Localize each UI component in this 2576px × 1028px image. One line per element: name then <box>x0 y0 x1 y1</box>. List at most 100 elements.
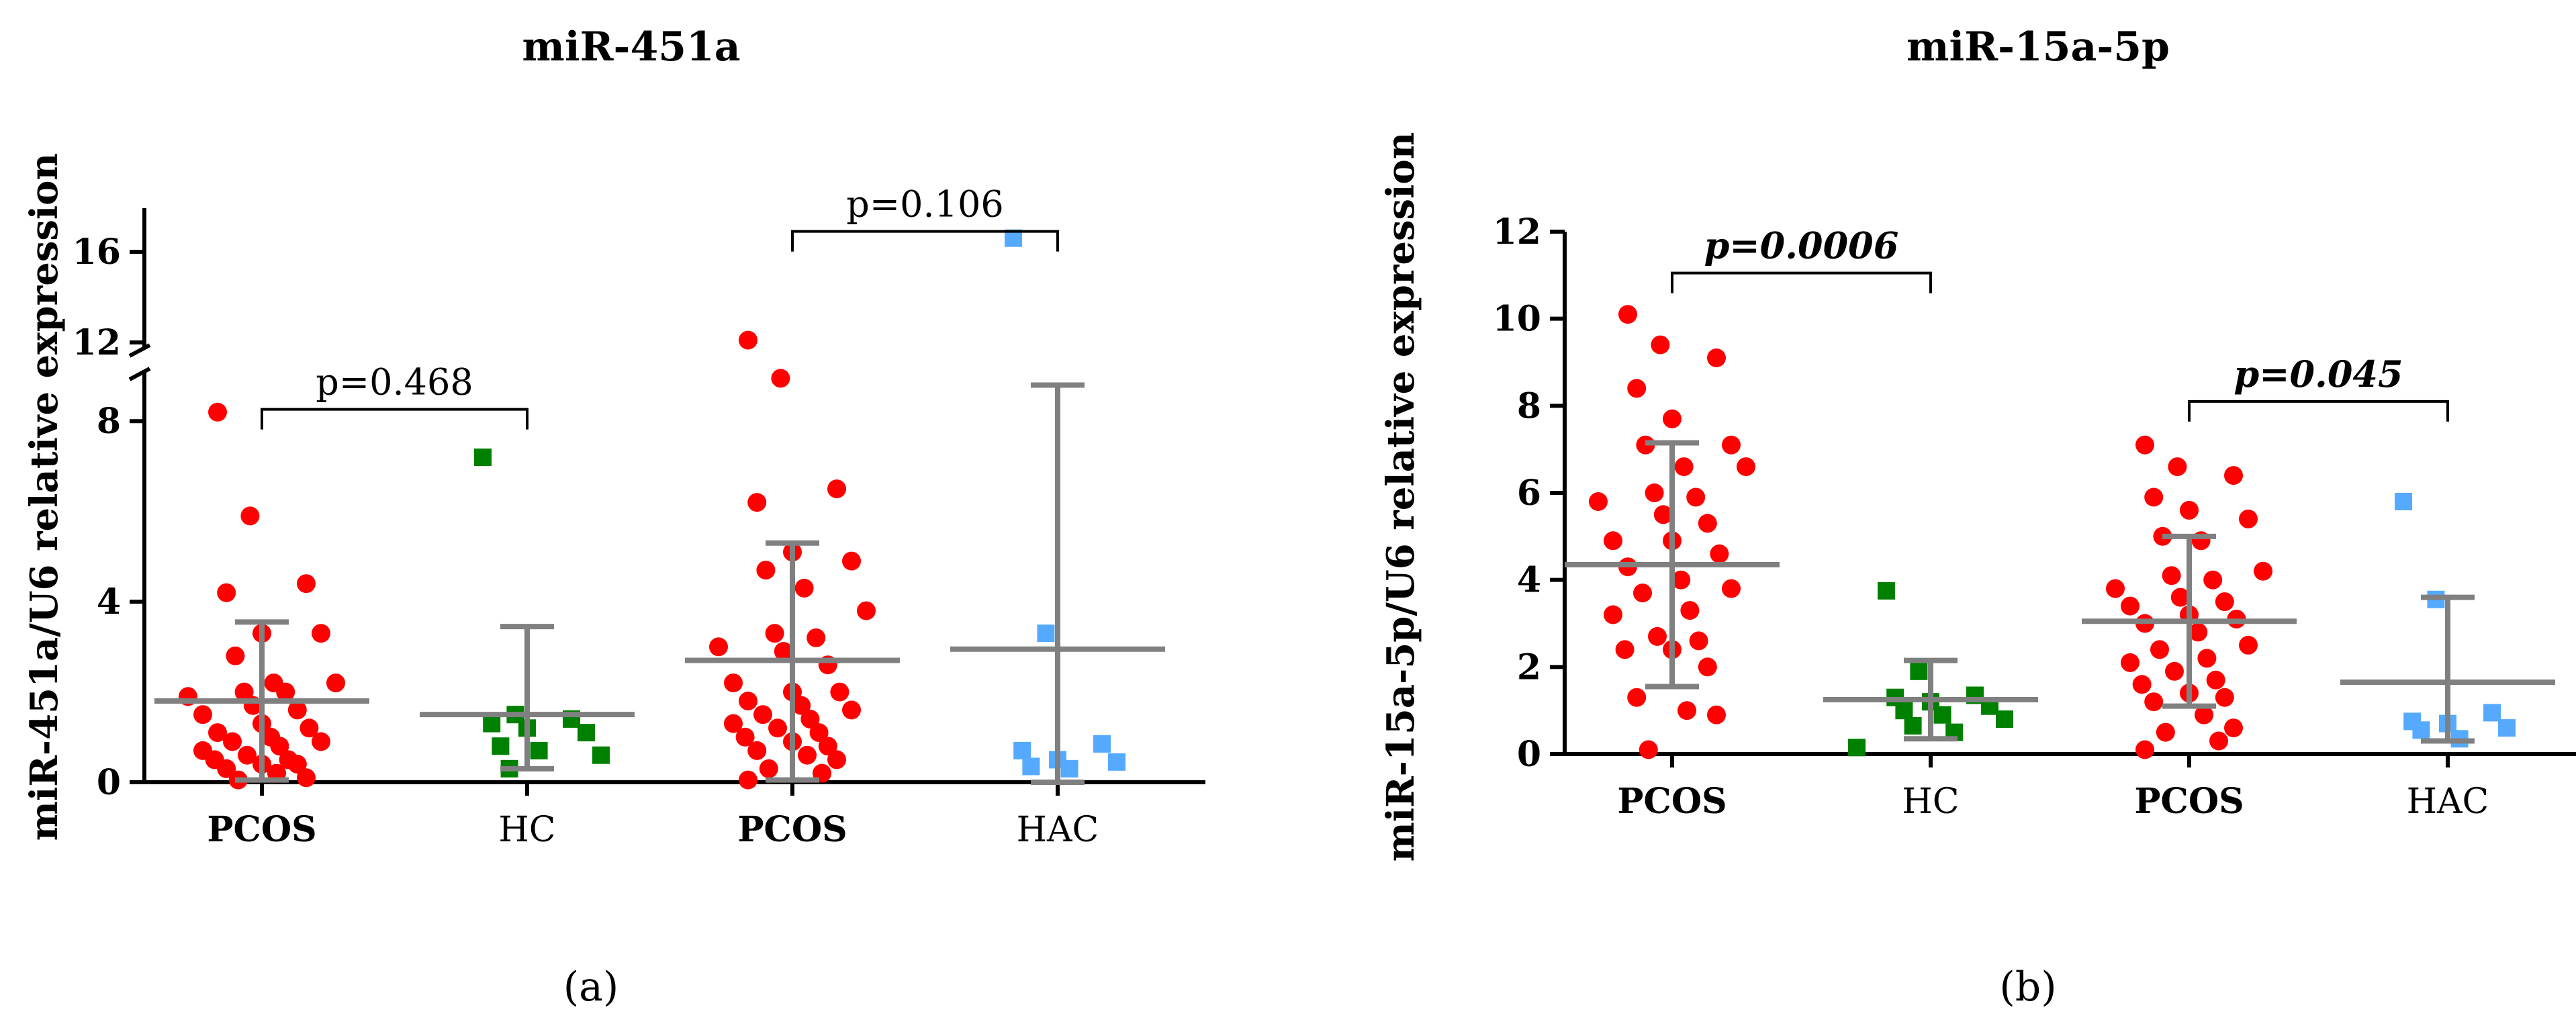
data-point <box>312 624 330 643</box>
data-point <box>724 714 743 733</box>
data-point <box>739 330 757 350</box>
axis-break-mark <box>128 343 151 358</box>
y-axis-label: miR-451a/U6 relative expression <box>22 153 66 841</box>
data-point <box>1604 605 1622 624</box>
data-point <box>1878 581 1895 600</box>
data-point <box>2121 653 2140 672</box>
data-point <box>217 583 236 602</box>
data-point <box>1722 579 1741 598</box>
data-point <box>800 709 820 729</box>
data-point <box>1037 624 1055 643</box>
data-point <box>735 727 755 747</box>
data-point <box>2239 635 2258 655</box>
data-point <box>2165 661 2184 681</box>
data-point <box>827 750 846 769</box>
data-point <box>756 561 776 580</box>
data-point <box>1996 710 2013 729</box>
data-point <box>2150 640 2169 659</box>
data-point <box>1848 739 1866 757</box>
data-point <box>1604 531 1622 551</box>
data-point <box>1689 631 1708 651</box>
y-tick-label: 4 <box>97 581 121 622</box>
x-tick-label: PCOS <box>1617 781 1727 822</box>
chart-panel-1: miR-451a miR-451a/U6 relative expression 0… <box>22 24 1205 1011</box>
data-point <box>768 718 787 738</box>
data-point <box>276 682 295 702</box>
data-point <box>1904 716 1922 735</box>
data-point <box>270 737 289 756</box>
data-point <box>2156 722 2175 742</box>
y-tick-label: 6 <box>1517 473 1541 514</box>
data-point <box>2239 509 2258 528</box>
data-point <box>2224 718 2243 738</box>
data-point <box>238 745 257 765</box>
y-tick-label: 12 <box>73 322 121 363</box>
data-point <box>1013 741 1031 759</box>
data-point <box>2498 719 2516 737</box>
p-value-label: p=0.468 <box>316 361 473 404</box>
chart-title: miR-451a <box>522 24 740 71</box>
data-point <box>2170 588 2190 607</box>
data-point <box>792 696 811 715</box>
significance-bracket <box>261 408 528 430</box>
y-tick-label: 4 <box>1517 560 1541 601</box>
data-point <box>724 673 743 693</box>
data-point <box>1707 348 1726 367</box>
series-group-3 <box>685 330 900 790</box>
data-point <box>297 574 316 594</box>
series-group-4 <box>950 229 1165 785</box>
data-point <box>1910 662 1928 680</box>
data-point <box>2168 457 2187 477</box>
x-tick-label: HAC <box>2407 782 2489 822</box>
x-tick-label: PCOS <box>737 809 847 850</box>
x-tick-label: HC <box>1902 782 1959 822</box>
axis-break-mark <box>128 367 151 381</box>
data-point <box>709 637 728 657</box>
data-point <box>1618 305 1637 324</box>
data-point <box>483 714 501 733</box>
data-point <box>753 705 772 725</box>
data-point <box>2132 675 2152 694</box>
data-point <box>747 741 767 760</box>
data-point <box>827 479 846 499</box>
significance-bracket <box>1671 271 1932 293</box>
data-point <box>807 628 826 647</box>
y-tick-label: 12 <box>1493 212 1541 252</box>
data-point <box>759 759 778 778</box>
y-tick-label: 8 <box>1517 385 1541 426</box>
data-point <box>326 673 345 693</box>
data-point <box>1648 626 1667 646</box>
data-point <box>226 646 245 665</box>
data-point <box>2121 596 2140 616</box>
data-point <box>1653 505 1673 524</box>
panel-label: (a) <box>563 964 619 1011</box>
series-group-1 <box>1565 305 1780 759</box>
data-point <box>2483 704 2501 722</box>
data-point <box>1639 740 1658 759</box>
data-point <box>771 369 790 388</box>
data-point <box>1686 487 1706 507</box>
y-tick-label: 2 <box>1517 647 1541 688</box>
data-point <box>1710 544 1729 563</box>
data-point <box>223 732 242 751</box>
series-group-2 <box>1823 581 2038 757</box>
data-point <box>297 768 316 788</box>
p-value-label: p=0.045 <box>2234 353 2403 395</box>
data-point <box>1093 735 1111 753</box>
data-point <box>208 723 227 743</box>
y-tick-label: 10 <box>1493 299 1541 340</box>
data-point <box>774 642 793 661</box>
data-point <box>2135 435 2154 455</box>
data-point <box>530 741 548 759</box>
series-group-4 <box>2340 493 2555 748</box>
panel-label: (b) <box>1999 964 2056 1011</box>
significance-bracket <box>791 230 1059 252</box>
y-tick-label: 0 <box>1517 734 1541 775</box>
data-point <box>1674 457 1694 477</box>
data-point <box>1895 702 1913 720</box>
data-point <box>2144 692 2164 712</box>
y-axis-label: miR-15a-5p/U6 relative expression <box>1379 132 1423 862</box>
data-point <box>2206 670 2225 690</box>
series-group-1 <box>154 402 369 790</box>
